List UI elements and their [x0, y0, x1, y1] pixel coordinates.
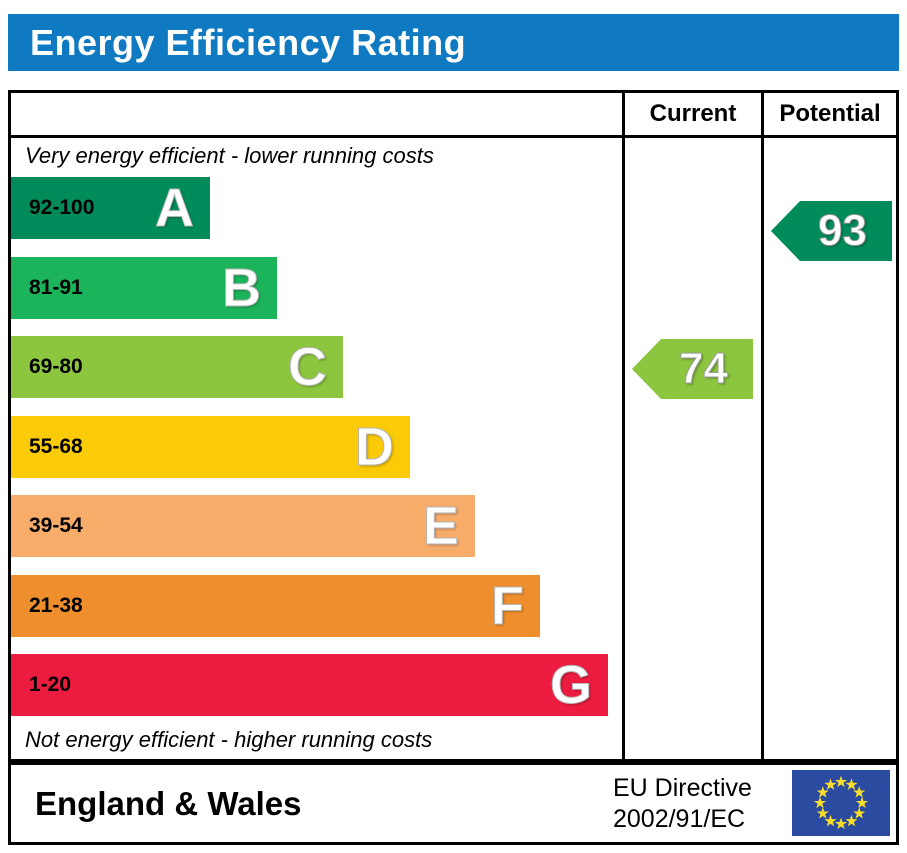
band-letter: D — [355, 417, 395, 477]
band-letter: C — [288, 337, 328, 397]
current-rating-value: 74 — [679, 344, 729, 394]
band-range-label: 92-100 — [29, 196, 95, 219]
band-letter: F — [491, 576, 525, 636]
band-row-e: 39-54 E — [11, 495, 475, 557]
band-letter: E — [422, 496, 459, 556]
region-label: England & Wales — [35, 784, 302, 822]
band-letter: G — [549, 655, 592, 715]
band-letter: A — [155, 178, 195, 238]
band-range-label: 69-80 — [29, 355, 83, 378]
current-column-header: Current — [649, 100, 737, 127]
band-range-label: 81-91 — [29, 276, 83, 299]
band-letter: B — [222, 258, 262, 318]
potential-rating-value: 93 — [818, 206, 868, 256]
band-range-label: 55-68 — [29, 435, 83, 458]
eu-flag-icon — [792, 770, 890, 836]
band-row-a: 92-100 A — [11, 177, 210, 239]
eu-directive-line1: EU Directive — [613, 773, 752, 802]
column-divider-current — [622, 93, 625, 759]
band-row-g: 1-20 G — [11, 654, 608, 716]
page-title: Energy Efficiency Rating — [8, 14, 899, 71]
band-range-label: 39-54 — [29, 514, 83, 537]
eu-directive-line2: 2002/91/EC — [613, 804, 746, 833]
footer-bar: England & Wales EU Directive 2002/91/EC — [8, 762, 899, 845]
top-efficiency-note: Very energy efficient - lower running co… — [25, 143, 434, 168]
band-range-label: 21-38 — [29, 594, 83, 617]
current-rating-arrow: 74 — [632, 339, 753, 399]
header-divider-line — [11, 135, 896, 138]
band-row-b: 81-91 B — [11, 257, 277, 319]
band-row-d: 55-68 D — [11, 416, 410, 478]
epc-chart: Current Potential Very energy efficient … — [8, 90, 899, 762]
band-row-f: 21-38 F — [11, 575, 540, 637]
band-range-label: 1-20 — [29, 673, 72, 696]
eu-directive-label: EU Directive 2002/91/EC — [613, 773, 752, 835]
potential-column-header: Potential — [779, 100, 881, 127]
band-row-c: 69-80 C — [11, 336, 343, 398]
potential-rating-arrow: 93 — [771, 201, 892, 261]
column-divider-potential — [761, 93, 764, 759]
bottom-efficiency-note: Not energy efficient - higher running co… — [25, 727, 433, 752]
